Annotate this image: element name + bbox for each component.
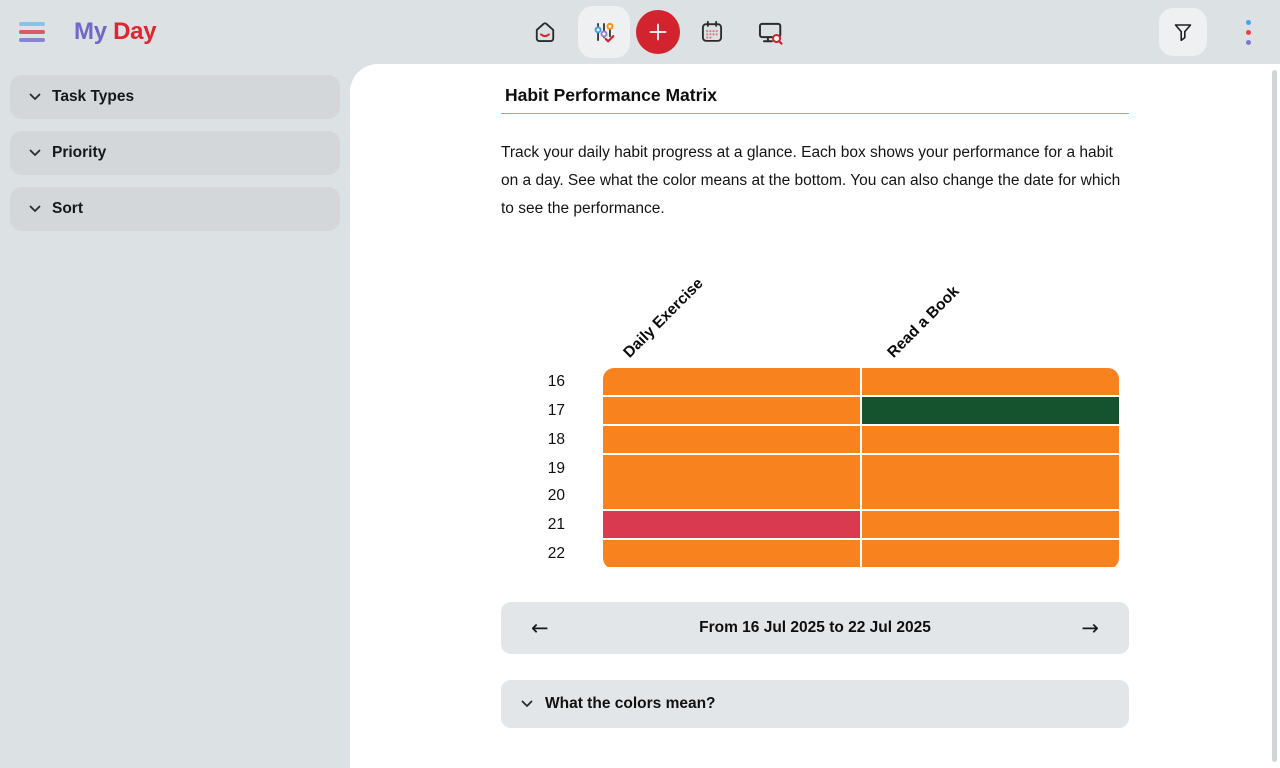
hamburger-icon[interactable] bbox=[19, 22, 45, 42]
heatmap-row bbox=[603, 511, 1119, 538]
chevron-down-icon bbox=[29, 93, 41, 100]
heatmap-cell[interactable] bbox=[603, 455, 860, 482]
kebab-menu-icon[interactable] bbox=[1242, 16, 1255, 49]
app-header: My Day bbox=[0, 0, 1280, 64]
heatmap-cell[interactable] bbox=[862, 455, 1119, 482]
heatmap-cell[interactable] bbox=[603, 511, 860, 538]
date-range-label: From 16 Jul 2025 to 22 Jul 2025 bbox=[699, 619, 931, 636]
page-description: Track your daily habit progress at a gla… bbox=[501, 144, 1121, 217]
sidebar-item-priority[interactable]: Priority bbox=[10, 131, 340, 175]
date-range-navigator: ← From 16 Jul 2025 to 22 Jul 2025 → bbox=[501, 602, 1129, 654]
heatmap-grid bbox=[603, 368, 1119, 569]
title-divider bbox=[501, 113, 1129, 114]
heatmap-cell[interactable] bbox=[603, 540, 860, 567]
heatmap-cell[interactable] bbox=[862, 397, 1119, 424]
heatmap-column-labels: Daily Exercise Read a Book bbox=[501, 254, 1129, 368]
heatmap-cell[interactable] bbox=[603, 368, 860, 395]
heatmap-row-label: 18 bbox=[547, 431, 565, 448]
heatmap-cell[interactable] bbox=[603, 482, 860, 509]
heatmap-row bbox=[603, 482, 1119, 509]
habit-sliders-icon[interactable] bbox=[578, 6, 630, 58]
chevron-down-icon bbox=[29, 149, 41, 156]
legend-accordion-label: What the colors mean? bbox=[545, 695, 716, 712]
heatmap-row bbox=[603, 368, 1119, 395]
heatmap-column-label: Daily Exercise bbox=[620, 274, 707, 362]
filter-sidebar: Task Types Priority Sort bbox=[0, 64, 350, 768]
heatmap-row-label: 16 bbox=[547, 373, 565, 390]
heatmap-cell[interactable] bbox=[862, 482, 1119, 509]
page-title: Habit Performance Matrix bbox=[505, 85, 718, 105]
sidebar-item-label: Sort bbox=[52, 200, 83, 217]
task-search-icon[interactable] bbox=[756, 18, 784, 46]
home-icon[interactable] bbox=[532, 19, 558, 45]
logo-part-my: My bbox=[74, 18, 107, 45]
heatmap-cell[interactable] bbox=[862, 368, 1119, 395]
heatmap-cell[interactable] bbox=[603, 426, 860, 453]
logo-part-day: Day bbox=[113, 18, 157, 45]
main-panel: Habit Performance Matrix Track your dail… bbox=[350, 64, 1280, 768]
sidebar-item-sort[interactable]: Sort bbox=[10, 187, 340, 231]
chevron-down-icon bbox=[29, 205, 41, 212]
heatmap-row bbox=[603, 397, 1119, 424]
heatmap-cell[interactable] bbox=[603, 397, 860, 424]
heatmap-row-label: 22 bbox=[547, 545, 565, 562]
heatmap-row bbox=[603, 540, 1119, 567]
header-toolbar bbox=[532, 0, 784, 64]
heatmap-row bbox=[603, 455, 1119, 482]
vertical-scrollbar[interactable] bbox=[1272, 70, 1277, 762]
prev-week-button[interactable]: ← bbox=[525, 616, 555, 641]
heatmap-cell[interactable] bbox=[862, 540, 1119, 567]
heatmap-row-label: 21 bbox=[547, 516, 565, 533]
habit-heatmap: Daily Exercise Read a Book 16 17 18 19 20 21 2… bbox=[501, 254, 1129, 569]
heatmap-row-label: 17 bbox=[547, 402, 565, 419]
calendar-icon[interactable] bbox=[699, 19, 725, 45]
chevron-down-icon bbox=[521, 700, 533, 707]
heatmap-row-label: 19 bbox=[547, 460, 565, 477]
heatmap-column-label: Read a Book bbox=[884, 282, 963, 362]
sidebar-item-task-types[interactable]: Task Types bbox=[10, 75, 340, 119]
sidebar-item-label: Task Types bbox=[52, 88, 135, 105]
heatmap-row bbox=[603, 426, 1119, 453]
header-right-actions bbox=[1159, 0, 1255, 64]
next-week-button[interactable]: → bbox=[1075, 616, 1105, 641]
heatmap-row-label: 20 bbox=[547, 487, 565, 504]
heatmap-cell[interactable] bbox=[862, 426, 1119, 453]
sidebar-item-label: Priority bbox=[52, 144, 107, 161]
add-plus-button[interactable] bbox=[636, 10, 680, 54]
colors-legend-accordion[interactable]: What the colors mean? bbox=[501, 680, 1129, 728]
filter-icon[interactable] bbox=[1159, 8, 1207, 56]
heatmap-row-labels: 16 17 18 19 20 21 22 bbox=[501, 368, 565, 569]
app-logo: My Day bbox=[74, 18, 157, 46]
heatmap-cell[interactable] bbox=[862, 511, 1119, 538]
